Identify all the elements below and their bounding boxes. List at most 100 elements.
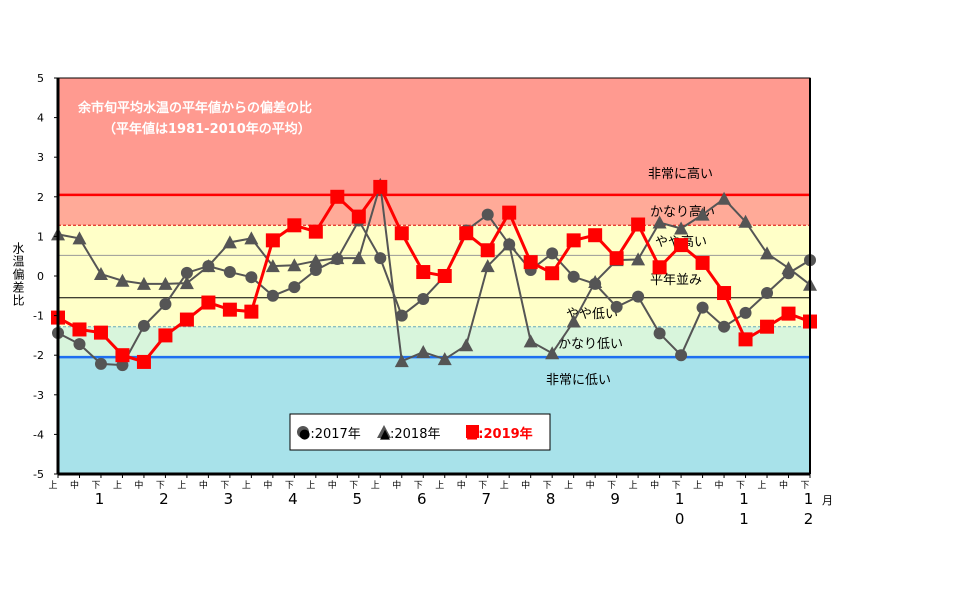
- legend-2017: ●:2017年: [299, 427, 361, 442]
- data-point: [695, 207, 710, 221]
- x-period-label: 上: [693, 480, 702, 491]
- data-point: [73, 338, 86, 351]
- x-period-label: 下: [478, 481, 487, 491]
- data-point: [158, 328, 173, 343]
- data-point: [437, 269, 452, 283]
- y-tick-label: -1: [33, 310, 44, 323]
- legend-circle-icon: [297, 426, 309, 438]
- x-period-label: 下: [672, 481, 681, 491]
- data-point: [287, 218, 302, 233]
- x-month-label: 3: [224, 490, 234, 508]
- data-point: [180, 266, 193, 279]
- data-point: [72, 322, 87, 337]
- data-point: [781, 306, 796, 321]
- data-point: [631, 252, 646, 266]
- x-period-label: 上: [48, 480, 57, 491]
- band: [58, 194, 810, 226]
- threshold-label: 平年並み: [650, 273, 702, 288]
- data-point: [632, 290, 645, 303]
- x-period-label: 中: [779, 479, 788, 491]
- threshold-label: 非常に低い: [546, 373, 611, 388]
- data-point: [115, 273, 130, 287]
- data-point: [201, 259, 216, 273]
- x-month-label: 1: [739, 510, 749, 528]
- data-point: [718, 320, 731, 333]
- data-point: [717, 191, 732, 205]
- data-point: [675, 349, 688, 362]
- data-point: [373, 179, 388, 194]
- x-period-label: 下: [800, 481, 809, 491]
- x-period-label: 中: [715, 479, 724, 491]
- y-tick-label: -5: [33, 468, 44, 481]
- x-period-label: 上: [435, 480, 444, 491]
- data-point: [287, 258, 302, 272]
- data-point: [739, 306, 752, 319]
- data-point: [288, 281, 301, 294]
- data-point: [244, 231, 259, 245]
- x-period-label: 中: [70, 479, 79, 491]
- data-point: [610, 300, 623, 313]
- x-period-label: 上: [500, 480, 509, 491]
- data-point: [115, 348, 130, 363]
- x-period-label: 中: [650, 479, 659, 491]
- x-period-label: 上: [306, 480, 315, 491]
- x-period-label: 下: [91, 481, 100, 491]
- data-point: [523, 255, 538, 270]
- x-month-label: 2: [804, 510, 814, 528]
- data-point: [265, 233, 280, 248]
- data-point: [738, 332, 753, 347]
- data-point: [158, 276, 173, 290]
- band: [58, 78, 810, 195]
- data-point: [351, 209, 366, 224]
- data-point: [437, 352, 452, 366]
- data-point: [245, 271, 258, 284]
- series-2: [51, 179, 817, 369]
- series-line: [57, 213, 811, 367]
- y-tick-label: -3: [33, 389, 44, 402]
- legend-square-icon: [466, 425, 479, 438]
- data-point: [94, 357, 107, 370]
- legend: ●:2017年 ▲:2018年 ■:2019年: [289, 413, 551, 451]
- x-period-label: 下: [349, 481, 358, 491]
- data-point: [674, 238, 689, 253]
- threshold-label: かなり低い: [558, 337, 623, 352]
- x-month-label: 6: [417, 490, 427, 508]
- data-point: [222, 302, 237, 317]
- data-point: [631, 217, 646, 232]
- data-point: [653, 327, 666, 340]
- data-point: [265, 259, 280, 273]
- data-point: [137, 319, 150, 332]
- data-point: [760, 319, 775, 334]
- data-point: [502, 237, 517, 251]
- x-month-label: 8: [546, 490, 556, 508]
- data-point: [416, 265, 431, 280]
- data-point: [351, 251, 366, 265]
- data-point: [136, 354, 151, 369]
- x-period-label: 上: [113, 480, 122, 491]
- data-point: [695, 255, 710, 270]
- x-period-label: 中: [457, 479, 466, 491]
- x-period-label: 下: [220, 481, 229, 491]
- x-period-label: 下: [736, 481, 745, 491]
- data-point: [545, 346, 560, 360]
- x-month-label: 1: [804, 490, 814, 508]
- data-point: [266, 289, 279, 302]
- data-point: [416, 345, 431, 359]
- x-period-label: 中: [134, 479, 143, 491]
- data-point: [546, 247, 559, 260]
- data-point: [502, 205, 517, 220]
- x-month-label: 2: [159, 490, 169, 508]
- data-point: [480, 243, 495, 258]
- x-month-label: 4: [288, 490, 298, 508]
- x-period-label: 中: [521, 479, 530, 491]
- data-point: [223, 266, 236, 279]
- y-tick-label: 1: [37, 230, 44, 243]
- data-point: [652, 215, 667, 229]
- chart-title: 余市旬平均水温の平年値からの偏差の比: [77, 100, 312, 116]
- data-point: [159, 298, 172, 311]
- data-point: [652, 260, 667, 275]
- data-point: [201, 295, 216, 310]
- data-point: [395, 309, 408, 322]
- data-point: [309, 264, 322, 277]
- x-period-label: 上: [758, 480, 767, 491]
